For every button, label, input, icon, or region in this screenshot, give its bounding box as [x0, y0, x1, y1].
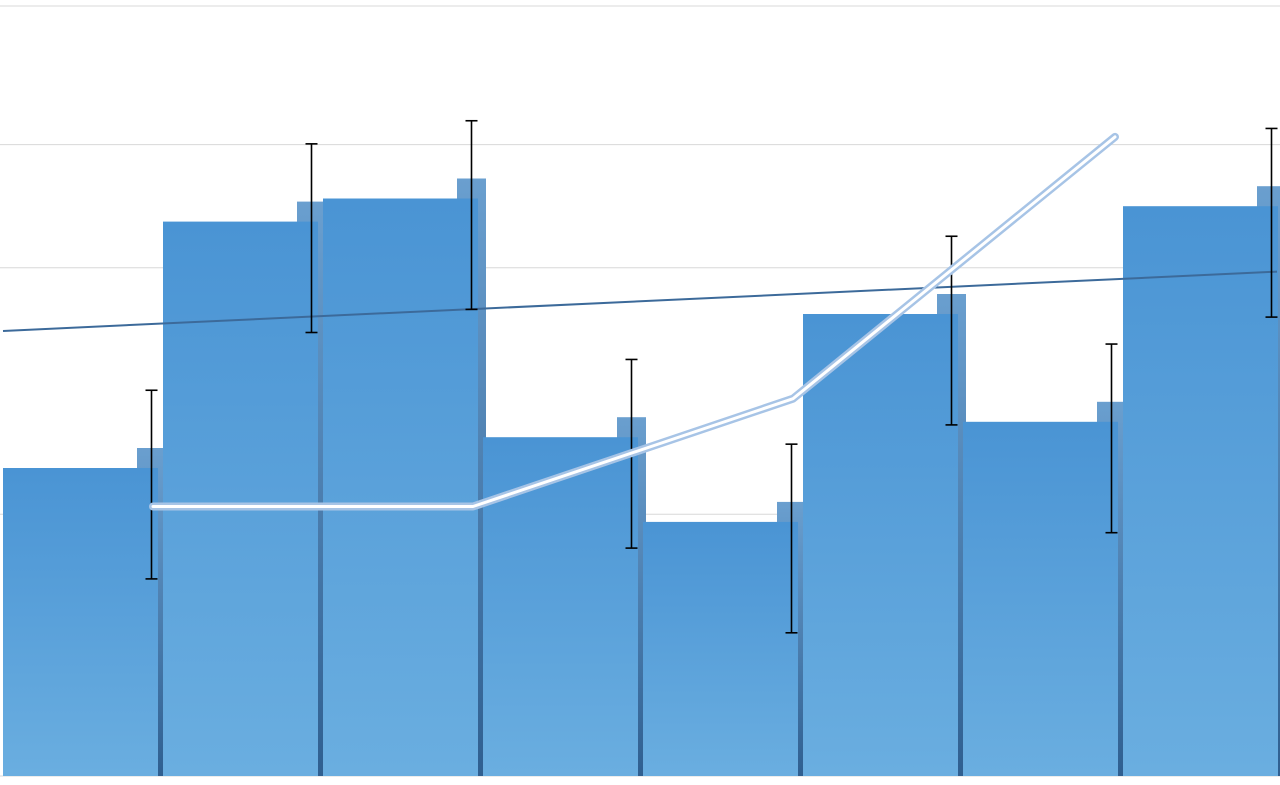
bar-front	[643, 522, 798, 776]
bar-front	[803, 314, 958, 776]
chart-container	[0, 0, 1280, 785]
bar-front	[1123, 206, 1278, 776]
bar-front	[483, 437, 638, 776]
bar-front	[163, 222, 318, 776]
bar-front	[963, 422, 1118, 776]
combo-chart	[0, 0, 1280, 785]
bar-front	[323, 199, 478, 777]
bar-front	[3, 468, 158, 776]
